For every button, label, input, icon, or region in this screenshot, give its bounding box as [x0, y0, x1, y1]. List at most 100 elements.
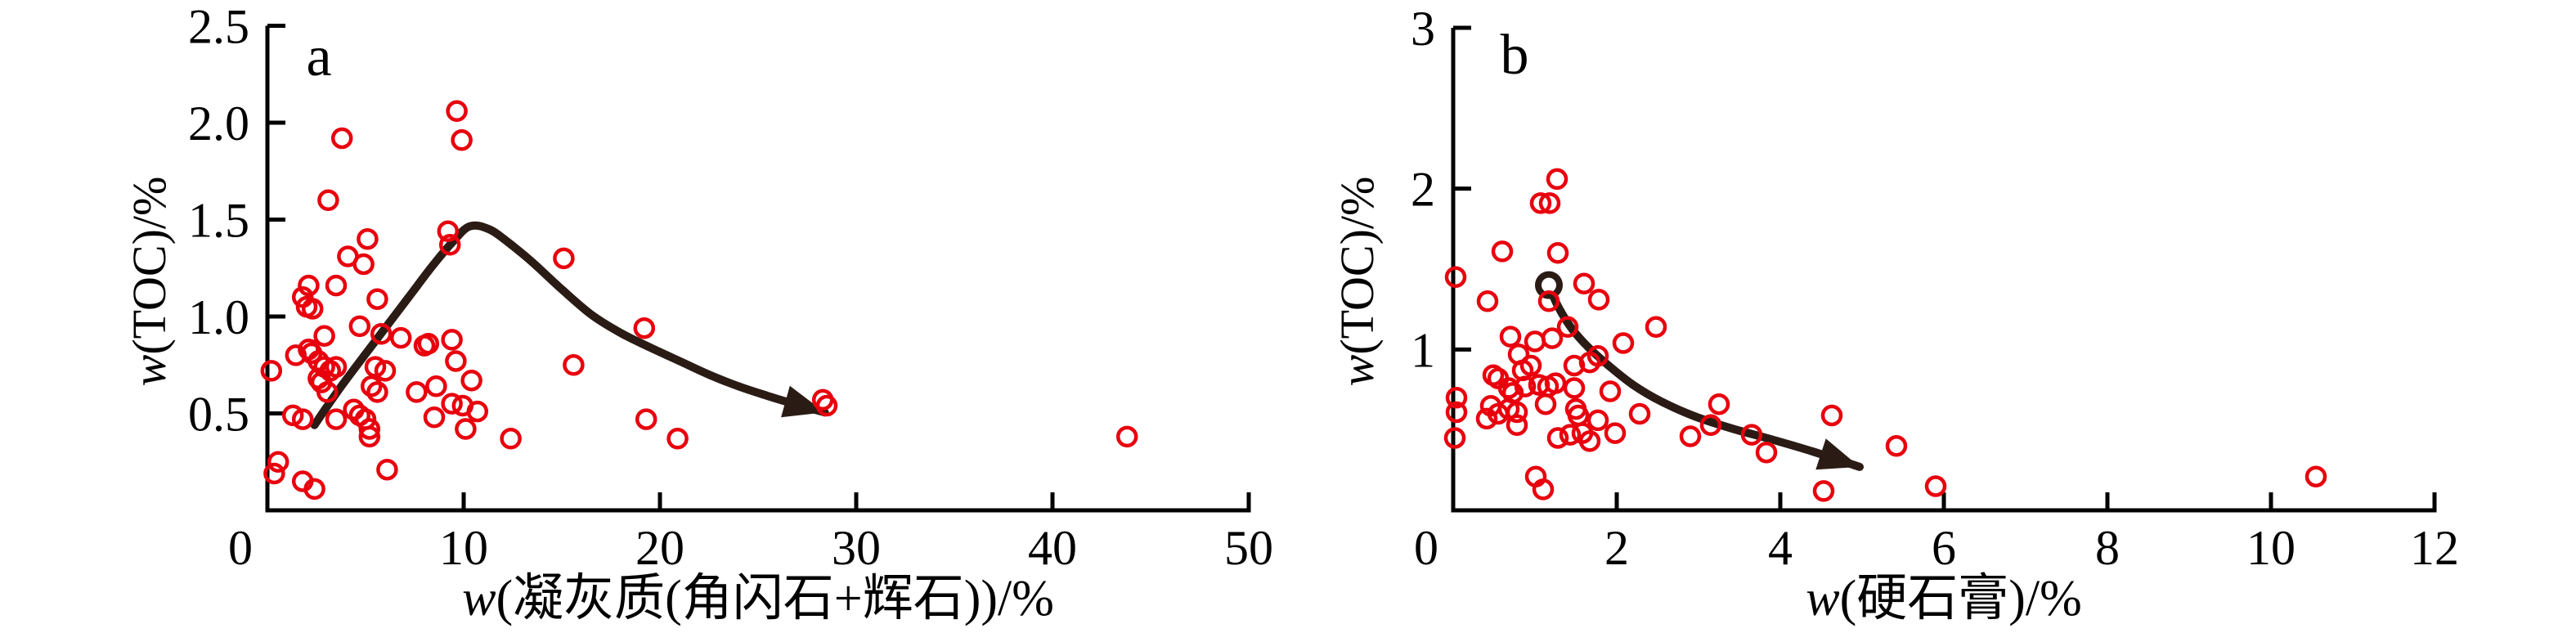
trend-arrowhead: [781, 385, 825, 418]
y-tick-label: 3: [1411, 2, 1435, 56]
data-point: [1538, 192, 1561, 214]
data-point: [441, 329, 463, 351]
data-point: [460, 369, 482, 392]
x-tick-label: 0: [228, 521, 253, 575]
data-point: [330, 127, 353, 150]
data-point: [1563, 377, 1586, 399]
data-point: [815, 394, 838, 417]
data-point: [1445, 401, 1468, 424]
x-tick-label: 30: [832, 521, 881, 575]
data-point: [352, 253, 375, 276]
data-point: [1645, 316, 1667, 339]
data-point: [451, 129, 473, 151]
data-point: [666, 428, 689, 450]
data-point: [348, 315, 371, 338]
data-point: [1546, 427, 1569, 449]
data-point: [364, 356, 387, 378]
data-point: [1812, 480, 1835, 502]
data-point: [1604, 422, 1627, 444]
data-point: [1506, 414, 1528, 437]
data-point: [1476, 290, 1499, 312]
data-point: [325, 356, 348, 378]
data-point: [1556, 316, 1579, 339]
data-point: [1586, 344, 1609, 367]
data-point: [1820, 404, 1843, 427]
x-tick-label: 0: [1414, 521, 1438, 575]
data-point: [291, 408, 314, 430]
data-point: [1755, 441, 1778, 464]
data-point: [316, 381, 339, 403]
data-point: [1445, 387, 1468, 409]
data-point: [1546, 168, 1568, 191]
data-point: [303, 478, 325, 501]
data-point: [260, 360, 283, 382]
data-point: [1537, 290, 1560, 312]
data-point: [1586, 409, 1609, 432]
x-tick-label: 4: [1768, 521, 1793, 575]
panel-label-b: b: [1501, 24, 1529, 87]
y-tick-label: 1.5: [188, 194, 249, 248]
y-axis-title: w(TOC)/%: [123, 177, 176, 387]
data-point: [1559, 424, 1582, 446]
data-point: [1679, 425, 1702, 447]
y-tick-label: 2.5: [188, 0, 249, 54]
x-tick-label: 40: [1028, 521, 1077, 575]
data-point: [366, 288, 388, 310]
data-point: [1708, 393, 1730, 415]
data-point: [500, 428, 522, 450]
data-point: [1115, 425, 1138, 448]
data-point: [1443, 427, 1466, 449]
y-tick-label: 0.5: [188, 388, 249, 442]
data-point: [376, 458, 398, 481]
data-point: [1475, 407, 1498, 430]
x-tick-label: 6: [1932, 521, 1956, 575]
x-tick-label: 10: [2246, 521, 2296, 575]
data-point: [1628, 402, 1651, 425]
data-point: [1587, 289, 1610, 311]
y-tick-label: 2: [1411, 163, 1435, 217]
panel-label-a: a: [306, 25, 331, 88]
trend-curve: [310, 221, 829, 429]
data-point: [357, 227, 379, 250]
data-point: [1578, 430, 1601, 452]
data-point: [445, 350, 467, 372]
data-point: [633, 316, 656, 339]
y-tick-label: 1: [1411, 323, 1435, 377]
data-point: [406, 381, 428, 403]
data-point: [1885, 435, 1908, 457]
data-point: [1499, 325, 1522, 348]
data-point: [438, 234, 461, 256]
x-tick-label: 20: [635, 521, 684, 575]
data-point: [441, 393, 463, 415]
data-point: [1740, 424, 1763, 446]
data-point: [1444, 266, 1467, 289]
data-point: [360, 375, 383, 397]
data-point: [563, 354, 585, 376]
data-point: [1534, 393, 1557, 415]
y-tick-label: 2.0: [188, 97, 249, 150]
data-point: [267, 451, 289, 474]
x-tick-label: 8: [2095, 521, 2120, 575]
data-point: [1544, 372, 1567, 394]
data-point: [417, 332, 440, 355]
x-tick-label: 50: [1224, 521, 1273, 575]
data-point: [1541, 327, 1564, 349]
data-point: [1514, 375, 1537, 397]
data-point: [1524, 330, 1546, 352]
data-point: [635, 408, 657, 430]
data-point: [374, 360, 397, 382]
data-point: [425, 375, 447, 397]
x-tick-label: 12: [2410, 521, 2459, 575]
data-point: [466, 400, 489, 423]
data-point: [313, 325, 335, 347]
data-point: [317, 189, 339, 212]
data-point: [423, 406, 446, 429]
data-point: [1612, 332, 1635, 354]
x-axis-title: w(硬石膏)/%: [1806, 571, 2082, 626]
data-point: [325, 274, 348, 297]
y-tick-label: 1.0: [188, 290, 249, 344]
trend-arrowhead: [1815, 438, 1860, 470]
